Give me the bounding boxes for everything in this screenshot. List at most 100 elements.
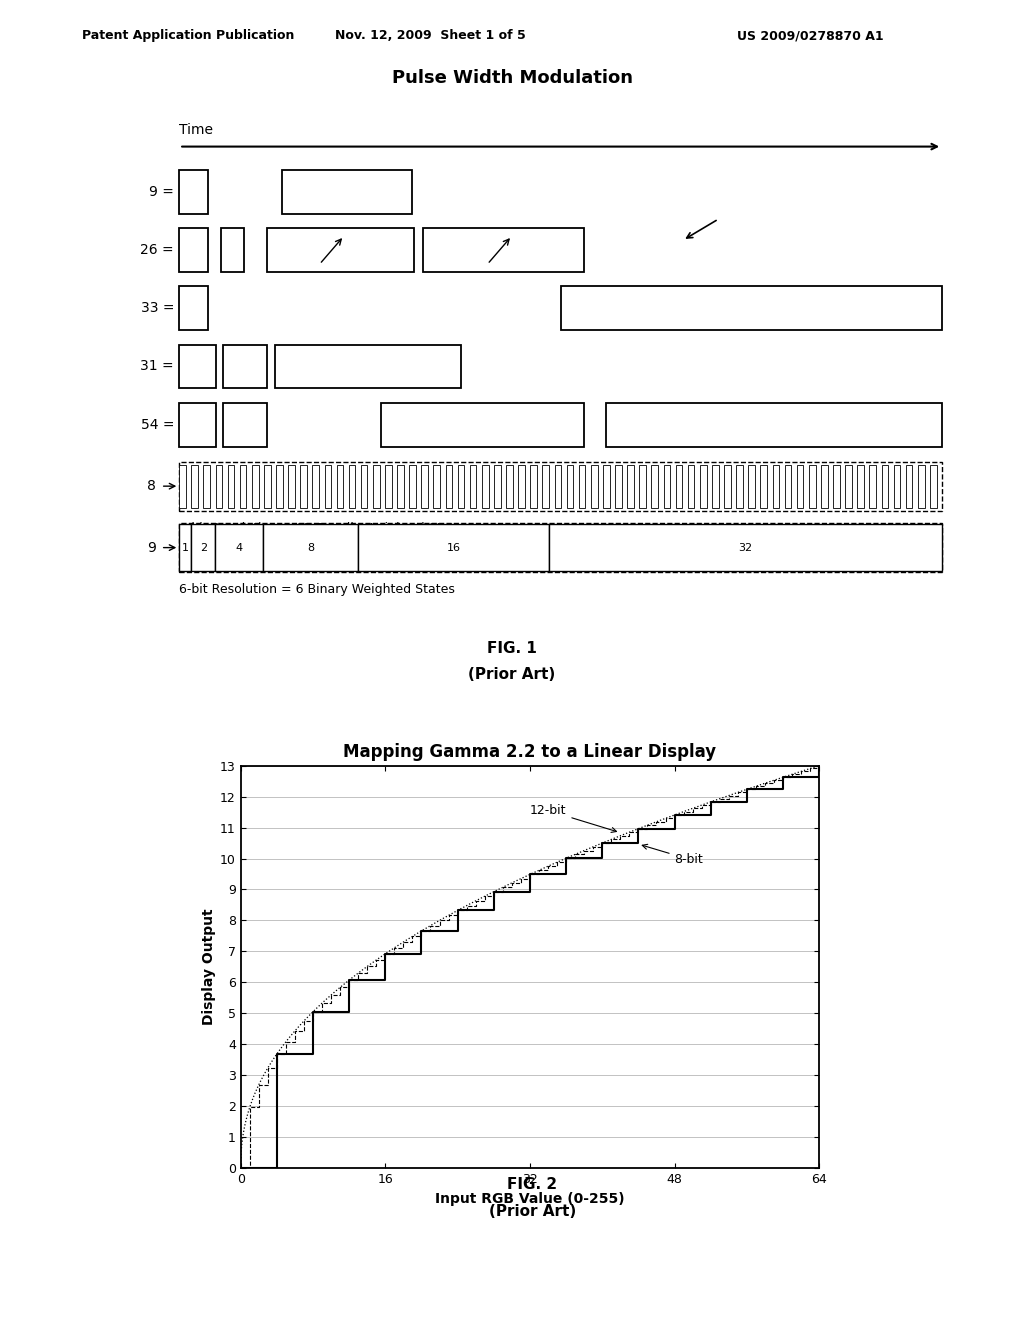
Bar: [276, 465, 283, 507]
Text: Pulse Width Modulation: Pulse Width Modulation: [391, 69, 633, 87]
Text: 33 =: 33 =: [140, 301, 174, 315]
Bar: [906, 465, 912, 507]
Bar: [482, 465, 488, 507]
Bar: [179, 345, 216, 388]
Bar: [724, 465, 731, 507]
Bar: [651, 465, 658, 507]
Text: US 2009/0278870 A1: US 2009/0278870 A1: [737, 29, 884, 42]
Text: 8: 8: [307, 543, 314, 553]
Bar: [749, 465, 755, 507]
Bar: [215, 524, 263, 570]
Bar: [458, 465, 464, 507]
Text: 6-bit Resolution = 6 Binary Weighted States: 6-bit Resolution = 6 Binary Weighted Sta…: [179, 583, 455, 597]
Bar: [639, 465, 646, 507]
Bar: [591, 465, 598, 507]
Bar: [240, 465, 247, 507]
Bar: [360, 465, 368, 507]
Text: 32: 32: [738, 543, 753, 553]
Bar: [283, 170, 412, 214]
Bar: [809, 465, 815, 507]
Bar: [179, 286, 208, 330]
Bar: [688, 465, 694, 507]
Bar: [772, 465, 779, 507]
Bar: [579, 465, 586, 507]
Bar: [264, 465, 270, 507]
Bar: [423, 228, 584, 272]
Bar: [223, 403, 267, 446]
Bar: [223, 345, 267, 388]
Bar: [179, 170, 208, 214]
Bar: [561, 286, 942, 330]
Bar: [300, 465, 307, 507]
Text: (Prior Art): (Prior Art): [468, 668, 556, 682]
Bar: [882, 465, 888, 507]
Bar: [385, 465, 392, 507]
Text: 12-bit: 12-bit: [530, 804, 616, 833]
Bar: [543, 465, 549, 507]
Text: 26 =: 26 =: [140, 243, 174, 257]
Bar: [179, 403, 216, 446]
Bar: [179, 228, 208, 272]
Text: (Prior Art): (Prior Art): [488, 1204, 577, 1218]
Bar: [712, 465, 719, 507]
Bar: [494, 465, 501, 507]
Bar: [312, 465, 319, 507]
Bar: [555, 465, 561, 507]
Bar: [761, 465, 767, 507]
Bar: [191, 465, 198, 507]
Bar: [506, 465, 513, 507]
Bar: [857, 465, 864, 507]
Bar: [325, 465, 331, 507]
Bar: [470, 465, 476, 507]
Bar: [227, 465, 234, 507]
Bar: [797, 465, 804, 507]
Text: 54 =: 54 =: [140, 417, 174, 432]
Bar: [215, 465, 222, 507]
Bar: [676, 465, 682, 507]
Text: Patent Application Publication: Patent Application Publication: [82, 29, 294, 42]
Bar: [566, 465, 573, 507]
Bar: [373, 465, 380, 507]
Bar: [445, 465, 453, 507]
Bar: [894, 465, 900, 507]
Bar: [433, 465, 440, 507]
Bar: [664, 465, 671, 507]
Y-axis label: Display Output: Display Output: [202, 908, 216, 1026]
Text: FIG. 2: FIG. 2: [508, 1177, 557, 1192]
Text: 2: 2: [200, 543, 207, 553]
Text: 31 =: 31 =: [140, 359, 174, 374]
Bar: [179, 524, 191, 570]
Title: Mapping Gamma 2.2 to a Linear Display: Mapping Gamma 2.2 to a Linear Display: [343, 743, 717, 762]
Bar: [179, 462, 942, 511]
Bar: [603, 465, 609, 507]
Bar: [834, 465, 840, 507]
Bar: [699, 465, 707, 507]
X-axis label: Input RGB Value (0-255): Input RGB Value (0-255): [435, 1192, 625, 1205]
Bar: [221, 228, 244, 272]
Bar: [615, 465, 622, 507]
Text: 4: 4: [236, 543, 243, 553]
Bar: [191, 524, 215, 570]
Bar: [869, 465, 877, 507]
Bar: [606, 403, 942, 446]
Bar: [263, 524, 358, 570]
Bar: [358, 524, 549, 570]
Bar: [549, 524, 942, 570]
Bar: [288, 465, 295, 507]
Bar: [204, 465, 210, 507]
Bar: [530, 465, 537, 507]
Bar: [784, 465, 792, 507]
Bar: [179, 465, 186, 507]
Bar: [381, 403, 584, 446]
Bar: [274, 345, 462, 388]
Text: 1: 1: [182, 543, 188, 553]
Bar: [736, 465, 742, 507]
Bar: [410, 465, 416, 507]
Bar: [821, 465, 827, 507]
Text: 9 =: 9 =: [150, 185, 174, 199]
Bar: [179, 523, 942, 572]
Bar: [349, 465, 355, 507]
Text: 9: 9: [146, 541, 156, 554]
Text: Time: Time: [179, 123, 213, 137]
Text: 8: 8: [146, 479, 156, 494]
